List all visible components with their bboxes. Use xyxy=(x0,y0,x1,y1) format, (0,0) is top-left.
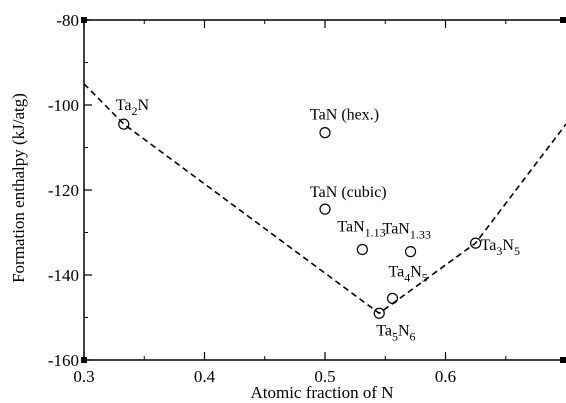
y-tick-label: -120 xyxy=(48,181,79,200)
data-point xyxy=(404,246,417,258)
data-point xyxy=(386,292,399,304)
x-axis-title: Atomic fraction of N xyxy=(250,383,393,402)
hull-line xyxy=(83,83,566,315)
data-point xyxy=(319,127,331,139)
y-tick-label: -160 xyxy=(48,351,79,370)
data-point xyxy=(373,307,385,319)
point-label: TaN (cubic) xyxy=(310,184,387,201)
y-tick-label: -100 xyxy=(48,96,79,115)
frame-corner-marker xyxy=(81,17,87,23)
data-point xyxy=(470,237,482,249)
x-tick-label: 0.6 xyxy=(435,367,456,386)
point-label: TaN1.33 xyxy=(383,221,431,242)
convex-hull xyxy=(83,83,566,315)
point-label: Ta4N5 xyxy=(388,263,427,284)
y-tick-label: -140 xyxy=(48,266,79,285)
axis-ticks: 0.3 0.4 0.5 0.6 -160 -140 -120 -100 -80 xyxy=(48,11,566,386)
x-tick-label: 0.5 xyxy=(314,367,335,386)
point-label: Ta3N5 xyxy=(481,237,520,258)
data-point xyxy=(118,118,130,130)
point-label: TaN1.13 xyxy=(337,219,385,240)
data-points xyxy=(118,118,482,319)
data-point xyxy=(319,203,331,215)
x-tick-label: 0.3 xyxy=(73,367,94,386)
data-point xyxy=(356,243,368,256)
point-label: Ta2N xyxy=(116,97,150,118)
point-label: TaN (hex.) xyxy=(310,107,379,124)
x-tick-label: 0.4 xyxy=(194,367,216,386)
y-tick-label: -80 xyxy=(56,11,79,30)
frame-corner-marker xyxy=(560,17,566,23)
y-axis-title: Formation enthalpy (kJ/atg) xyxy=(9,93,28,283)
frame-corner-marker xyxy=(81,357,87,363)
frame-corner-marker xyxy=(560,357,566,363)
point-label: Ta5N6 xyxy=(376,322,415,343)
